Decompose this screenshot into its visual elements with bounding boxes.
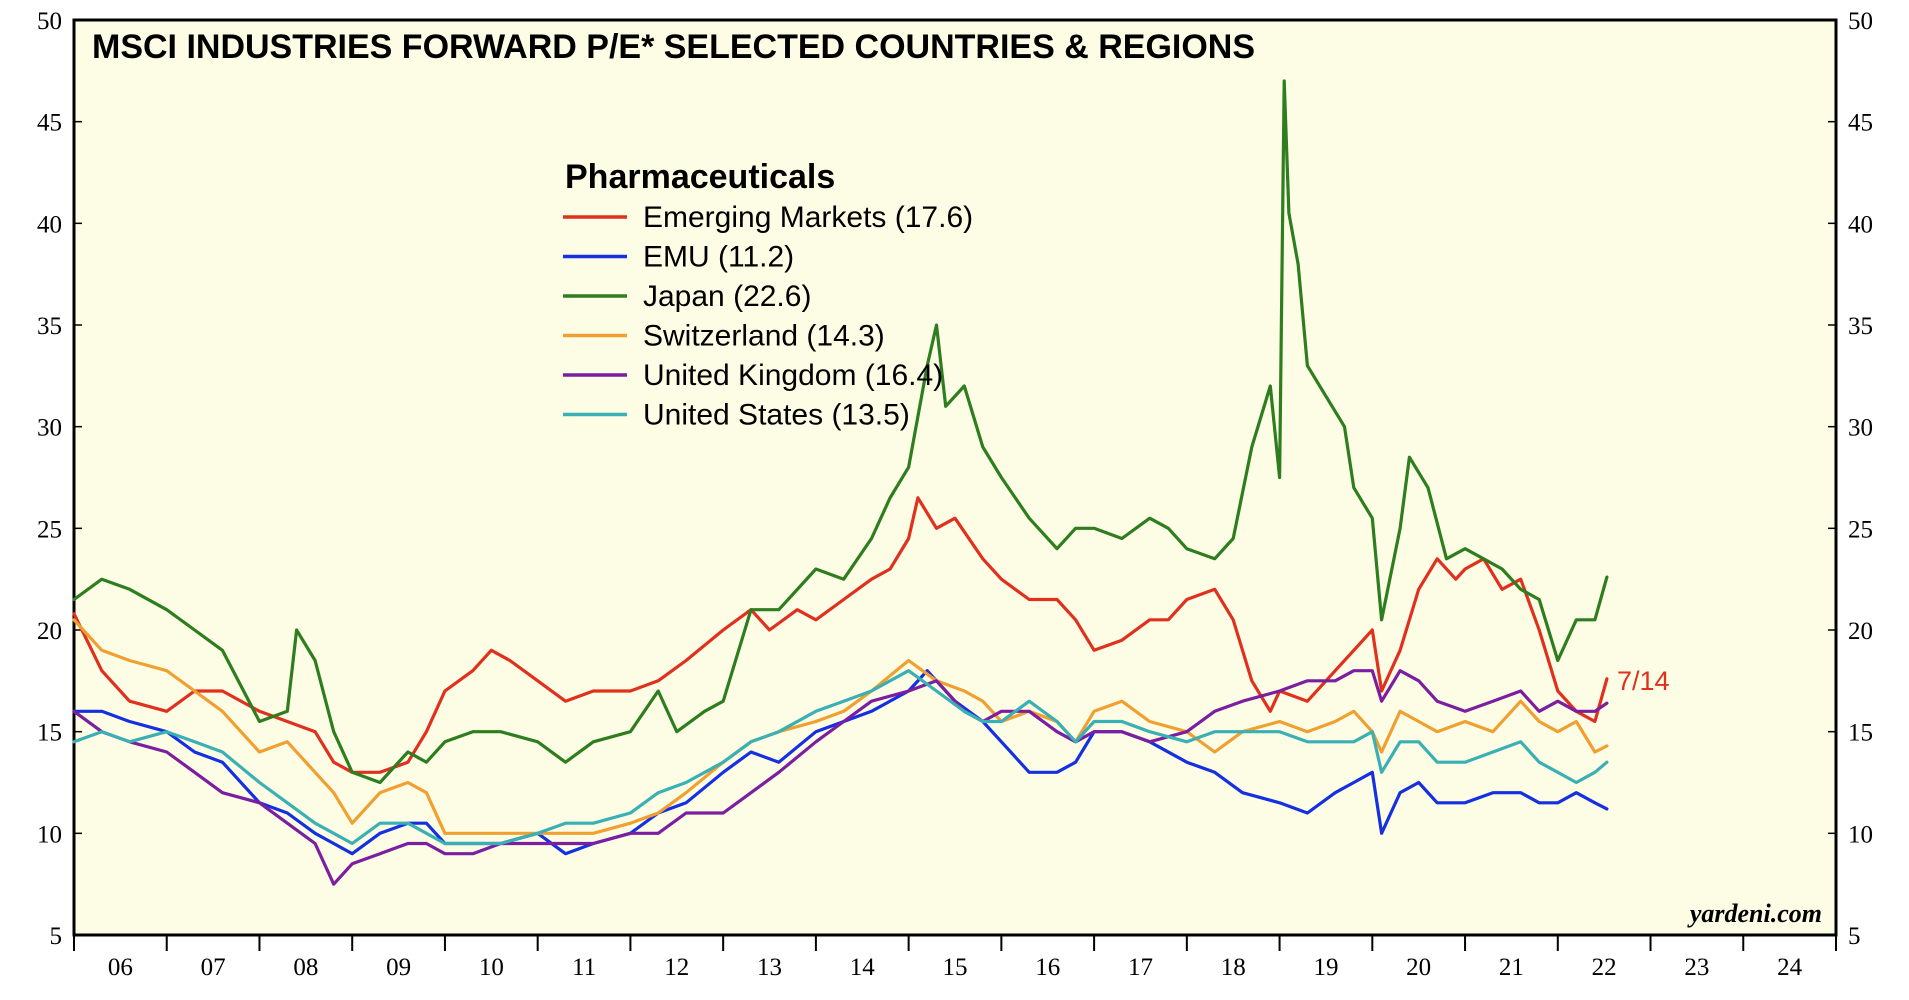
series-line-2 — [72, 79, 1609, 785]
x-tick-label: 12 — [664, 954, 689, 981]
x-tick-label: 20 — [1406, 954, 1431, 981]
x-tick-label: 15 — [943, 954, 968, 981]
series-line-3 — [72, 618, 1609, 835]
y-tick-label-left: 20 — [37, 618, 62, 645]
legend-label: Emerging Markets (17.6) — [643, 201, 973, 234]
legend-label: United States (13.5) — [643, 399, 910, 432]
x-tick-label: 19 — [1313, 954, 1338, 981]
legend-label: Switzerland (14.3) — [643, 320, 885, 353]
x-tick-label: 18 — [1221, 954, 1246, 981]
y-tick-label-right: 15 — [1848, 720, 1873, 747]
y-tick-label-left: 30 — [37, 415, 62, 442]
y-tick-label-right: 5 — [1848, 923, 1861, 950]
y-tick-label-left: 45 — [37, 110, 62, 137]
source-credit: yardeni.com — [1687, 899, 1822, 928]
y-tick-label-left: 5 — [50, 923, 63, 950]
y-tick-label-right: 25 — [1848, 516, 1873, 543]
legend-title: Pharmaceuticals — [565, 158, 835, 196]
end-date-annotation: 7/14 — [1617, 666, 1670, 696]
y-tick-label-right: 50 — [1848, 8, 1873, 35]
series-line-0 — [72, 496, 1609, 774]
y-tick-label-right: 20 — [1848, 618, 1873, 645]
series-line-5 — [72, 669, 1609, 846]
y-tick-label-right: 45 — [1848, 110, 1873, 137]
x-tick-label: 10 — [479, 954, 504, 981]
x-tick-label: 13 — [757, 954, 782, 981]
legend: Pharmaceuticals Emerging Markets (17.6) E… — [563, 158, 973, 432]
x-tick-label: 14 — [850, 954, 876, 981]
y-tick-label-left: 15 — [37, 720, 62, 747]
y-tick-label-left: 10 — [37, 821, 62, 848]
legend-label: United Kingdom (16.4) — [643, 359, 943, 392]
y-tick-label-right: 35 — [1848, 313, 1873, 340]
legend-label: EMU (11.2) — [643, 241, 794, 274]
y-tick-label-left: 35 — [37, 313, 62, 340]
x-tick-label: 08 — [293, 954, 318, 981]
x-tick-label: 21 — [1499, 954, 1524, 981]
x-tick-label: 17 — [1128, 954, 1153, 981]
y-tick-label-right: 40 — [1848, 211, 1873, 238]
series-line-1 — [72, 669, 1609, 856]
y-tick-label-left: 25 — [37, 516, 62, 543]
y-tick-label-right: 30 — [1848, 415, 1873, 442]
x-tick-label: 24 — [1777, 954, 1803, 981]
x-tick-label: 16 — [1035, 954, 1060, 981]
x-tick-label: 09 — [386, 954, 411, 981]
x-tick-label: 23 — [1684, 954, 1709, 981]
plot-area — [72, 18, 1838, 937]
y-tick-label-right: 10 — [1848, 821, 1873, 848]
y-tick-label-left: 50 — [37, 8, 62, 35]
series-line-4 — [72, 669, 1609, 886]
x-tick-label: 11 — [572, 954, 596, 981]
x-tick-label: 22 — [1592, 954, 1617, 981]
x-tick-label: 07 — [201, 954, 226, 981]
x-tick-label: 06 — [108, 954, 133, 981]
chart-title: MSCI INDUSTRIES FORWARD P/E* SELECTED CO… — [92, 28, 1255, 66]
y-tick-label-left: 40 — [37, 211, 62, 238]
legend-label: Japan (22.6) — [643, 280, 811, 313]
